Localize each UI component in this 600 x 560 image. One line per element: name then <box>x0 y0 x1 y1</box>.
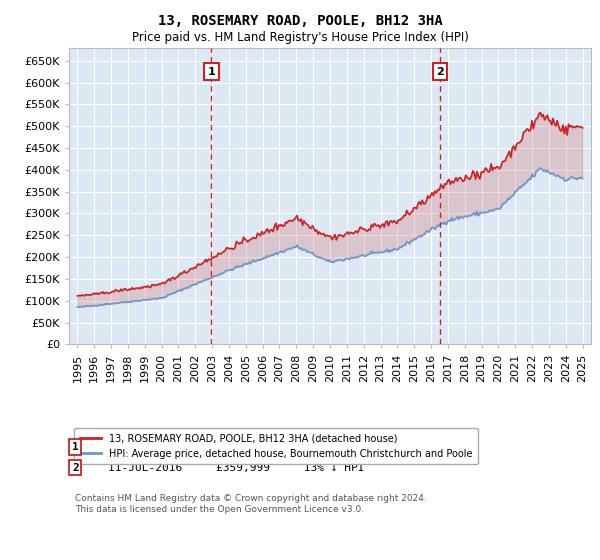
Text: 2: 2 <box>436 67 444 77</box>
Text: 11-JUL-2016     £359,999     13% ↓ HPI: 11-JUL-2016 £359,999 13% ↓ HPI <box>108 463 365 473</box>
Legend: 13, ROSEMARY ROAD, POOLE, BH12 3HA (detached house), HPI: Average price, detache: 13, ROSEMARY ROAD, POOLE, BH12 3HA (deta… <box>74 428 478 464</box>
Text: 1: 1 <box>208 67 215 77</box>
Text: 16-DEC-2002     £200,000     20% ↓ HPI: 16-DEC-2002 £200,000 20% ↓ HPI <box>108 442 365 452</box>
Text: 1: 1 <box>72 442 79 452</box>
Text: 13, ROSEMARY ROAD, POOLE, BH12 3HA: 13, ROSEMARY ROAD, POOLE, BH12 3HA <box>158 14 442 28</box>
Text: Contains HM Land Registry data © Crown copyright and database right 2024.
This d: Contains HM Land Registry data © Crown c… <box>75 494 427 514</box>
Text: Price paid vs. HM Land Registry's House Price Index (HPI): Price paid vs. HM Land Registry's House … <box>131 31 469 44</box>
Text: 2: 2 <box>72 463 79 473</box>
